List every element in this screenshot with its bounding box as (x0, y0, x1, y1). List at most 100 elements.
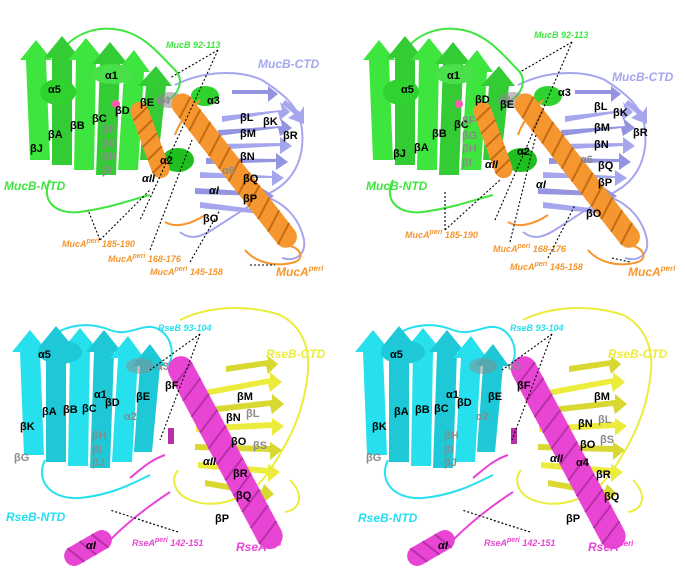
strand-label: βO (586, 208, 602, 220)
strand-label: βA (48, 129, 63, 141)
ctd-label: RseB-CTD (608, 347, 668, 361)
helix-label: α2 (160, 155, 173, 167)
helix-label: αI (209, 185, 220, 197)
strand-label: βJ (92, 457, 105, 469)
strand-label: βK (372, 421, 387, 433)
segment-annotation: RseAperi 142-151 (484, 537, 555, 548)
linker-annotation: MucB 92-113 (166, 40, 220, 50)
strand-label: βF (462, 115, 476, 127)
strand-label: βQ (598, 160, 614, 172)
strand-label: βH (462, 143, 477, 155)
helix-label: α1 (447, 70, 460, 82)
strand-label: βL (240, 112, 254, 124)
helix-label: α1 (446, 389, 459, 401)
helix-label: α4 (498, 95, 512, 107)
helix-label: αII (550, 453, 564, 465)
helix-label: αII (203, 456, 217, 468)
strand-label: βL (598, 414, 612, 426)
helix-label: α2 (476, 411, 489, 423)
helix-label: α4 (157, 95, 171, 107)
strand-label: βF (517, 380, 531, 392)
segment-annotation: MucAperi 185-190 (405, 229, 478, 240)
strand-label: βD (115, 105, 130, 117)
helix-label: α6 (222, 165, 235, 177)
strand-label: βR (596, 469, 611, 481)
peri-label: MucAperi (628, 264, 676, 279)
strand-label: βH (102, 151, 117, 163)
strand-label: βI (444, 444, 454, 456)
strand-label: βI (92, 444, 102, 456)
strand-label: βK (613, 107, 628, 119)
helix-label: αII (485, 159, 499, 171)
strand-label: βM (594, 122, 610, 134)
strand-label: βL (246, 408, 260, 420)
peri-label: RseAperi (236, 539, 282, 554)
ntd-label: RseB-NTD (6, 510, 66, 524)
helix-label: α3 (508, 361, 521, 373)
strand-label: βN (578, 418, 593, 430)
strand-label: βK (263, 116, 278, 128)
strand-label: βR (233, 468, 248, 480)
rse-labels-left: RseB-NTD RseB-CTD RseAperi RseB 93-104 R… (6, 323, 326, 554)
strand-label: βJ (30, 143, 43, 155)
helix-label: α1 (105, 70, 118, 82)
strand-label: βR (283, 130, 298, 142)
strand-label: βB (432, 128, 447, 140)
strand-label: βR (633, 127, 648, 139)
helix-label: α5 (390, 349, 403, 361)
helix-label: α6 (580, 154, 593, 166)
strand-label: βF (165, 380, 179, 392)
helix-label: α5 (401, 84, 414, 96)
helix-label: α4 (576, 457, 590, 469)
segment-annotation: MucAperi 168-176 (108, 253, 182, 264)
ctd-label: MucB-CTD (612, 70, 674, 84)
helix-label: α2 (517, 146, 530, 158)
strand-label: βM (240, 128, 256, 140)
helix-label: α3 (558, 87, 571, 99)
ntd-label: RseB-NTD (358, 511, 418, 525)
strand-label: βG (14, 452, 29, 464)
helix-label: α3 (156, 361, 169, 373)
strand-label: βH (92, 430, 107, 442)
strand-label: βQ (243, 173, 259, 185)
strand-label: βF (102, 124, 116, 136)
linker-annotation: RseB 93-104 (158, 323, 212, 333)
strand-label: βD (457, 397, 472, 409)
helix-label: α2 (124, 411, 137, 423)
strand-label: βG (102, 138, 117, 150)
strand-label: βQ (236, 490, 252, 502)
strand-label: βA (42, 406, 57, 418)
strand-label: βJ (444, 457, 457, 469)
strand-label: βE (140, 97, 154, 109)
strand-label: βE (136, 391, 150, 403)
helix-label: αI (536, 179, 547, 191)
strand-label: βS (253, 440, 267, 452)
helix-label: αII (142, 173, 156, 185)
linker-annotation: MucB 92-113 (534, 30, 588, 40)
strand-label: βJ (393, 148, 406, 160)
strand-label: βQ (604, 491, 620, 503)
helix-label: αI (86, 540, 97, 552)
strand-label: βP (243, 193, 257, 205)
rse-labels-right: RseB-NTD RseB-CTD RseAperi RseB 93-104 R… (358, 323, 668, 554)
strand-label: βN (240, 151, 255, 163)
helix-label: α3 (207, 95, 220, 107)
strand-label: βH (444, 430, 459, 442)
strand-label: βC (434, 403, 449, 415)
strand-label: βM (594, 391, 610, 403)
segment-annotation: MucAperi 168-176 (493, 243, 567, 254)
helix-label: α5 (48, 84, 61, 96)
ctd-label: MucB-CTD (258, 57, 320, 71)
segment-annotation: MucAperi 145-158 (150, 266, 223, 277)
strand-label: βB (415, 404, 430, 416)
strand-label: βG (462, 130, 477, 142)
strand-label: βK (20, 421, 35, 433)
strand-label: βO (580, 439, 596, 451)
segment-annotation: MucAperi 185-190 (62, 238, 135, 249)
strand-label: βN (594, 139, 609, 151)
segment-annotation: RseAperi 142-151 (132, 537, 203, 548)
peri-label: MucAperi (276, 264, 324, 279)
linker-annotation: RseB 93-104 (510, 323, 564, 333)
strand-label: βP (566, 513, 580, 525)
helix-label: αI (438, 540, 449, 552)
